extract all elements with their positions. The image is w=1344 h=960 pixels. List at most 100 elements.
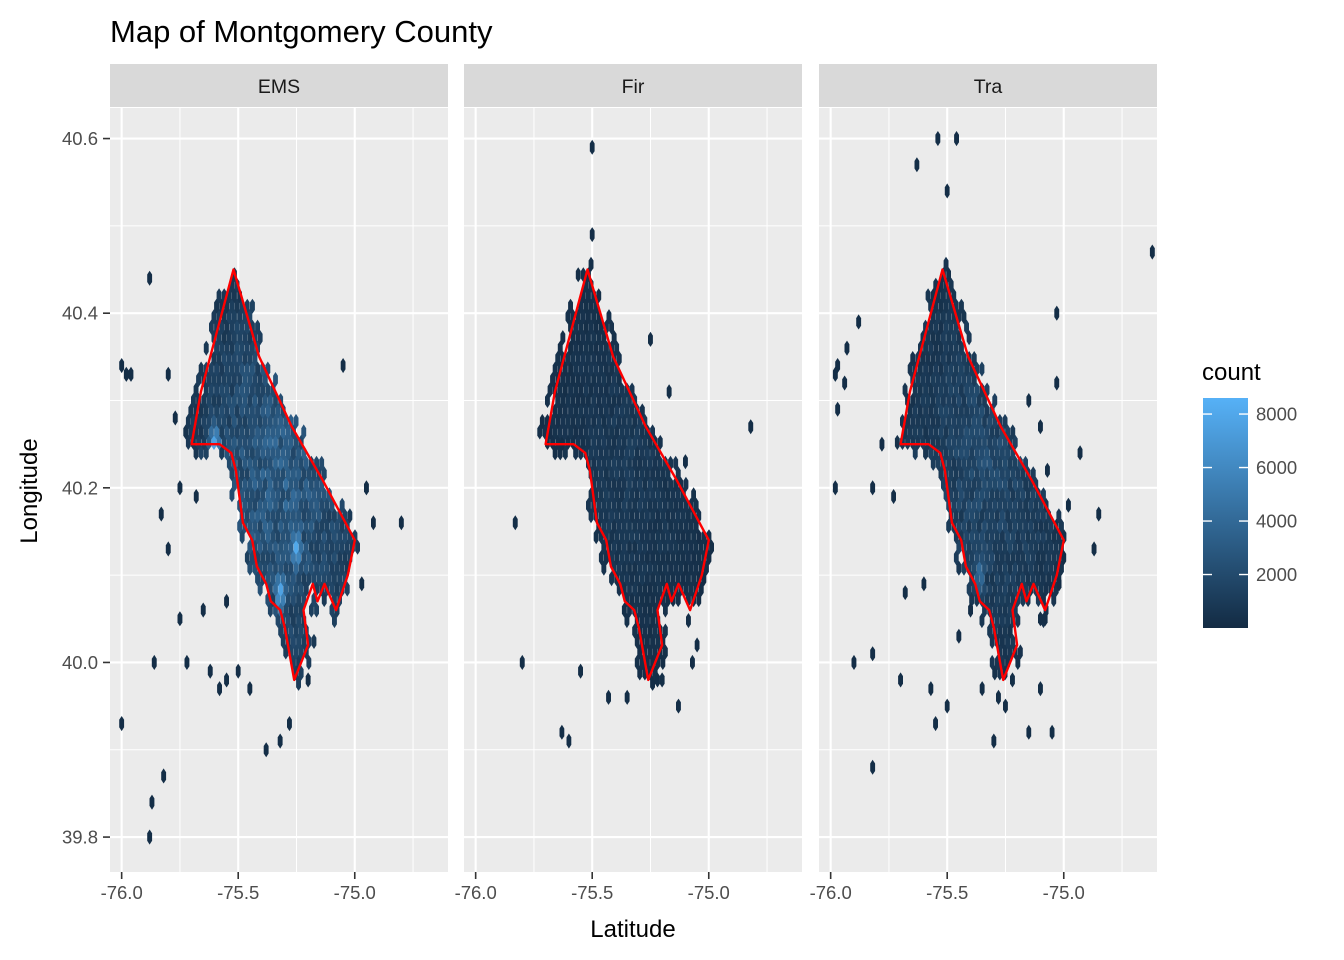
hexbin-cell — [319, 560, 325, 576]
hexbin-cell — [568, 403, 573, 419]
hexbin-cell — [1010, 633, 1016, 649]
legend-break-label: 6000 — [1256, 457, 1297, 478]
hexbin-cell — [1000, 550, 1005, 566]
hexbin-cell — [668, 560, 673, 576]
hexbin-cell — [586, 434, 591, 450]
hexbin-cell — [332, 550, 337, 566]
hexbin-cell — [959, 424, 964, 440]
hexbin-cell — [319, 539, 325, 555]
hexbin-cell — [283, 539, 289, 555]
hexbin-cell — [1046, 529, 1051, 545]
hexbin-cell — [943, 403, 949, 419]
hexbin-cell — [1059, 560, 1064, 576]
hexbin-cell — [239, 445, 245, 461]
hexbin-cell — [226, 413, 232, 429]
hexbin-cell — [201, 413, 207, 429]
hexbin-cell — [298, 539, 304, 555]
hexbin-cell — [586, 330, 591, 346]
hexbin-cell — [907, 361, 913, 377]
hexbin-cell — [971, 560, 977, 576]
hexbin-cell — [964, 529, 969, 545]
hexbin-cell — [652, 560, 658, 576]
hexbin-cell — [629, 487, 635, 503]
hexbin-cell — [1002, 434, 1008, 450]
hexbin-cell — [1051, 550, 1057, 566]
hexbin-cell — [959, 361, 964, 377]
hexbin-cell — [285, 592, 291, 608]
hexbin-cell — [645, 571, 650, 587]
hexbin-cell — [609, 487, 614, 503]
hexbin-cell — [185, 434, 191, 450]
legend-breaks: 2000 4000 6000 8000 — [1203, 404, 1297, 585]
hexbin-cell — [237, 330, 242, 346]
hexbin-cell — [1043, 518, 1049, 534]
hexbin-cell — [693, 518, 699, 534]
hexbin-cell — [928, 382, 934, 398]
hexbin-cell — [642, 602, 648, 618]
hexbin-cell — [209, 361, 214, 377]
hexbin-cell — [956, 455, 962, 471]
hexbin-cell — [951, 476, 957, 492]
hexbin-cell — [285, 550, 291, 566]
hexbin-cell — [575, 413, 581, 429]
hexbin-cell — [280, 550, 286, 566]
hexbin-cell — [992, 393, 998, 408]
hexbin-cell — [992, 665, 998, 681]
hexbin-cell — [237, 518, 242, 534]
hexbin-outlier — [879, 436, 885, 452]
hexbin-cell — [1030, 466, 1036, 482]
hexbin-outlier — [935, 131, 941, 147]
hexbin-cell — [657, 539, 663, 555]
hexbin-cell — [953, 550, 959, 566]
hexbin-cell — [639, 445, 645, 461]
hexbin-cell — [920, 413, 926, 429]
hexbin-cell — [283, 644, 289, 660]
hexbin-cell — [586, 393, 591, 408]
hexbin-cell — [1048, 539, 1054, 555]
hexbin-cell — [239, 424, 245, 440]
hexbin-cell — [969, 445, 975, 461]
hexbin-cell — [298, 455, 304, 471]
hexbin-cell — [935, 455, 941, 471]
hexbin-cell — [316, 529, 322, 545]
hexbin-cell — [288, 497, 294, 513]
hexbin-cell — [1038, 539, 1044, 555]
hexbin-cell — [270, 571, 276, 587]
hexbin-cell — [938, 298, 944, 314]
hexbin-cell — [1041, 571, 1046, 587]
hexbin-cell — [598, 466, 604, 482]
hexbin-cell — [997, 518, 1003, 534]
x-axis: -76.0 -75.5 -75.0 -76.0 -75.5 -75.0 -76.0 -75.5… — [101, 872, 1085, 903]
hexbin-cell — [296, 466, 301, 482]
hexbin-cell — [974, 487, 980, 503]
hexbin-cell — [994, 571, 1000, 587]
hexbin-cell — [982, 518, 987, 534]
hexbin-cell — [1020, 466, 1026, 482]
facet-panel-tra: Tra — [819, 64, 1157, 872]
hexbin-cell — [296, 633, 301, 649]
hexbin-cell — [974, 550, 980, 566]
hexbin-outlier — [1149, 244, 1155, 260]
hexbin-cell — [196, 372, 201, 388]
hexbin-cell — [298, 623, 304, 639]
hexbin-cell — [601, 393, 607, 408]
hexbin-cell — [1015, 571, 1021, 587]
hexbin-cell — [1002, 623, 1008, 639]
hexbin-cell — [928, 424, 934, 440]
hexbin-cell — [324, 497, 330, 513]
hexbin-cell — [250, 424, 255, 440]
hexbin-cell — [250, 508, 255, 524]
hexbin-cell — [663, 539, 668, 555]
hexbin-cell — [193, 445, 199, 461]
hexbin-outlier — [1049, 724, 1055, 740]
hexbin-cell — [311, 633, 317, 649]
county-boundary — [190, 268, 356, 682]
hexbin-cell — [183, 424, 189, 440]
hexbin-cell — [334, 581, 340, 597]
hexbin-cell — [624, 424, 630, 440]
hexbin-cell — [298, 602, 304, 618]
hexbin-cell — [642, 539, 648, 555]
hexbin-cell — [314, 518, 319, 534]
hexbin-cell — [280, 424, 286, 440]
hexbin-cell — [1025, 508, 1031, 524]
